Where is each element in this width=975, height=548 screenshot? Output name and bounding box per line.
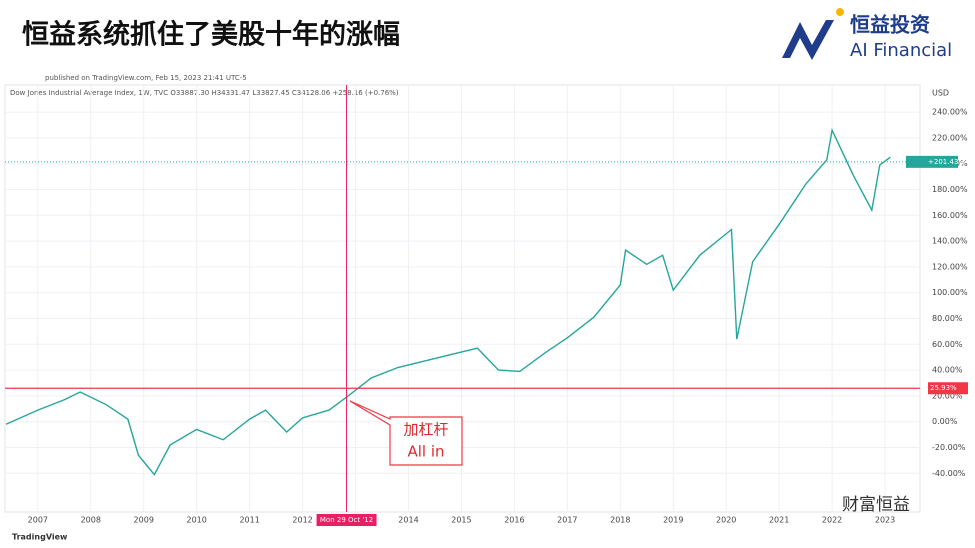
crosshair-label: Mon 29 Oct '12 [320, 516, 373, 524]
plot: -40.00% -20.00% 0.00% 20.00% 40.00% 60.00% 80.… [5, 85, 968, 526]
currency: USD [932, 89, 949, 98]
x-tick-label: 2008 [81, 516, 101, 525]
y-tick-label: 0.00% [932, 417, 958, 426]
x-tick-label: 2011 [239, 516, 259, 525]
slide-title: 恒益系统抓住了美股十年的涨幅 [22, 19, 400, 51]
x-tick-label: 2010 [187, 516, 207, 525]
x-tick-label: 2021 [769, 516, 789, 525]
y-tick-label: 240.00% [932, 108, 968, 117]
last-value-label-bg [906, 155, 958, 168]
y-tick-label: 40.00% [932, 366, 963, 375]
y-tick-label: 100.00% [932, 288, 968, 297]
y-tick-label: 20.00% [932, 391, 963, 400]
plot-frame [4, 84, 921, 513]
x-tick-label: 2022 [822, 516, 842, 525]
annotation: 加杠杆 All in [349, 400, 463, 466]
published-note: published on TradingView.com, Feb 15, 20… [45, 74, 247, 82]
y-tick-label: 220.00% [932, 133, 968, 142]
series-line [5, 127, 891, 476]
x-tick-label: 2009 [134, 516, 154, 525]
x-tick-label: 2020 [716, 516, 736, 525]
legend-text: Dow Jones Industrial Average Index, 1W, … [10, 89, 399, 97]
annotation-line: All in [407, 443, 444, 461]
brand: TradingView [12, 533, 68, 542]
x-tick-label: 2014 [398, 516, 418, 525]
x-tick-label: 2015 [451, 516, 471, 525]
x-tick-label: 2016 [504, 516, 524, 525]
y-tick-label: 80.00% [932, 314, 963, 323]
x-tick-label: 2023 [875, 516, 895, 525]
y-tick-label: 180.00% [932, 185, 968, 194]
y-tick-label: 60.00% [932, 340, 963, 349]
watermark: 财富恒益 [842, 495, 910, 515]
x-tick-label: 2018 [610, 516, 630, 525]
logo: 恒益投资 AI Financial [782, 8, 952, 61]
y-tick-label: 160.00% [932, 211, 968, 220]
last-value-label: +201.43% [928, 158, 965, 166]
x-tick-label: 2019 [663, 516, 683, 525]
y-tick-label: -40.00% [932, 469, 966, 478]
y-tick-label: 140.00% [932, 237, 968, 246]
x-tick-label: 2007 [28, 516, 48, 525]
crosshair-label-bg [316, 514, 377, 526]
x-tick-label: 2017 [557, 516, 577, 525]
y-tick-label: 120.00% [932, 262, 968, 271]
annotation-line: 加杠杆 [403, 421, 448, 439]
reference-label: 25.93% [930, 384, 957, 392]
annotation-box [349, 400, 463, 466]
logo-en: AI Financial [850, 40, 952, 61]
reference-label-bg [928, 382, 968, 395]
logo-dot [836, 8, 844, 16]
x-tick-label: 2012 [292, 516, 312, 525]
y-tick-label: -20.00% [932, 443, 966, 452]
logo-cn: 恒益投资 [850, 13, 930, 37]
logo-mark [782, 20, 834, 60]
